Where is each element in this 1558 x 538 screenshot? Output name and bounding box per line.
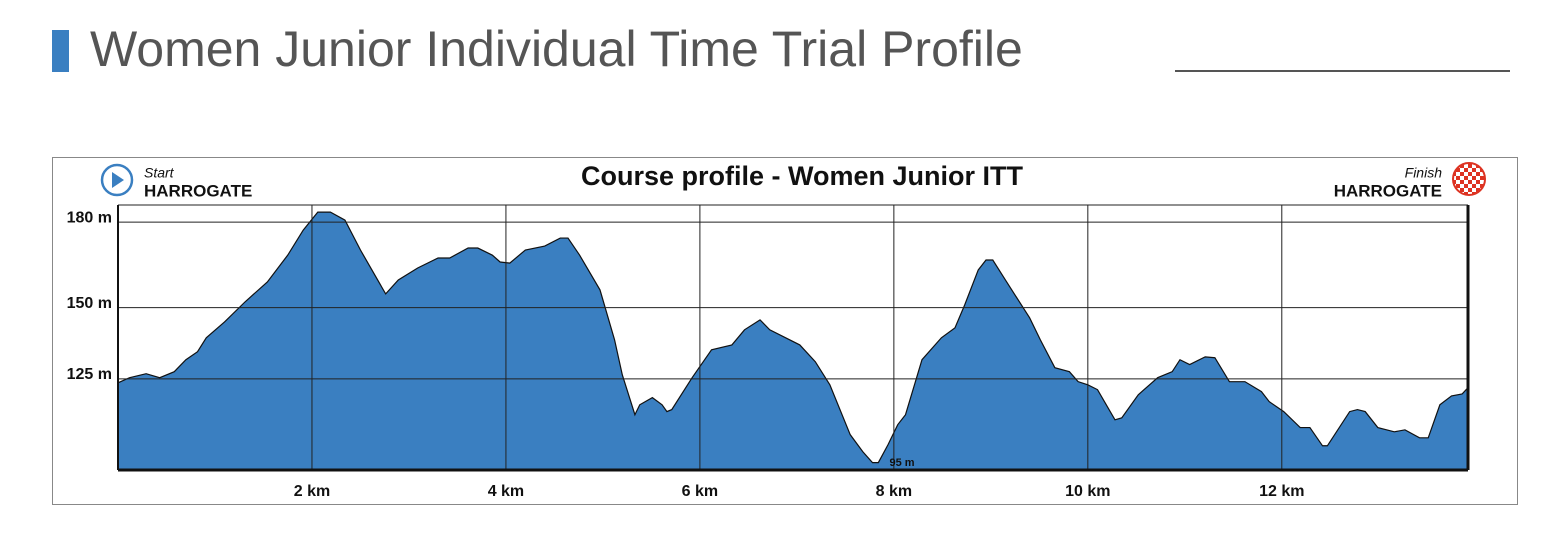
title-marker bbox=[52, 30, 69, 72]
x-tick-label: 10 km bbox=[1065, 483, 1110, 500]
x-tick-label: 8 km bbox=[876, 483, 912, 500]
finish-place: HARROGATE bbox=[1334, 181, 1442, 200]
x-tick-label: 12 km bbox=[1259, 483, 1304, 500]
finish-icon bbox=[1452, 162, 1486, 196]
y-tick-label: 125 m bbox=[67, 366, 112, 383]
plot: 125 m 150 m 180 m 2 km 4 km 6 km 8 km 10 km 12 k… bbox=[67, 204, 1470, 500]
finish-label: Finish bbox=[1405, 165, 1443, 181]
page-title: Women Junior Individual Time Trial Profi… bbox=[90, 21, 1023, 77]
elevation-line bbox=[117, 211, 1469, 464]
frame bbox=[52, 157, 1518, 505]
x-tick-label: 6 km bbox=[682, 483, 718, 500]
y-tick-label: 150 m bbox=[67, 295, 112, 312]
start-icon bbox=[112, 172, 124, 188]
start-place: HARROGATE bbox=[144, 181, 252, 200]
y-tick-label: 180 m bbox=[67, 209, 112, 226]
start-label: Start bbox=[144, 165, 175, 181]
x-tick-label: 2 km bbox=[294, 483, 330, 500]
x-tick-label: 4 km bbox=[488, 483, 524, 500]
chart-title: Course profile - Women Junior ITT bbox=[581, 161, 1024, 191]
elevation-area bbox=[118, 212, 1468, 470]
annotation: 95 m bbox=[889, 457, 914, 469]
